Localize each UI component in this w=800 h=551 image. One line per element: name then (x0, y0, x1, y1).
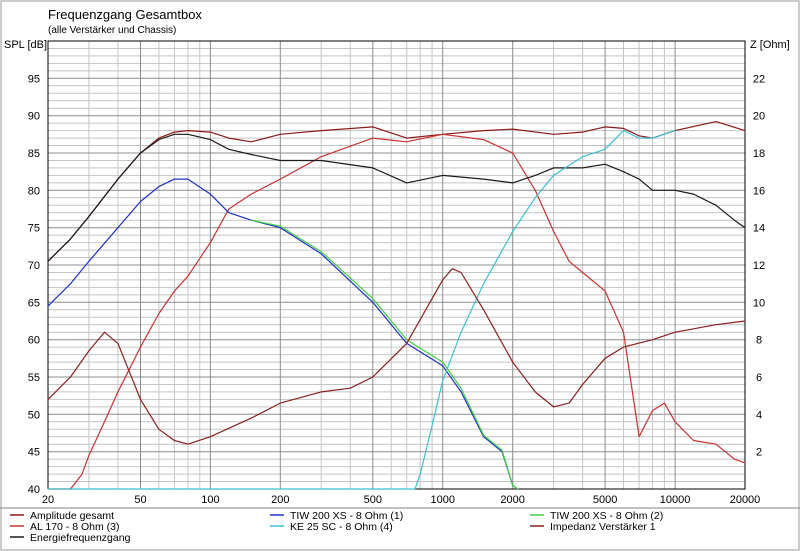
x-tick-label: 20000 (730, 494, 761, 506)
chart-title: Frequenzgang Gesamtbox (48, 7, 202, 22)
y-right-tick-label: 6 (756, 372, 762, 384)
x-tick-label: 2000 (500, 494, 524, 506)
y-right-tick-label: 12 (753, 260, 765, 272)
y-right-tick-label: 10 (753, 297, 765, 309)
y-left-tick-label: 65 (28, 297, 40, 309)
x-tick-label: 5000 (593, 494, 617, 506)
x-tick-label: 50 (134, 494, 146, 506)
y-right-tick-label: 2 (756, 447, 762, 459)
y-left-tick-label: 50 (28, 409, 40, 421)
legend-label: TIW 200 XS - 8 Ohm (2) (550, 510, 663, 522)
y-left-tick-label: 55 (28, 372, 40, 384)
x-axis-ticks: 20 50 100 200 500 1000 2000 5000 10000 20000 (42, 494, 760, 506)
y-right-tick-label: 20 (753, 111, 765, 123)
y-left-tick-label: 85 (28, 148, 40, 160)
series-layer (47, 121, 746, 490)
y-right-tick-label: 8 (756, 335, 762, 347)
y-left-tick-label: 80 (28, 185, 40, 197)
x-tick-label: 500 (364, 494, 382, 506)
y-right-tick-label: 22 (753, 73, 765, 85)
y-axis-left-label: SPL [dB] (4, 39, 47, 51)
series-line-impedanz-verst-rker-1 (47, 268, 746, 445)
legend-label: Impedanz Verstärker 1 (550, 521, 656, 533)
x-tick-label: 200 (271, 494, 289, 506)
legend-label: TIW 200 XS - 8 Ohm (1) (290, 510, 403, 522)
series-line-energiefrequenzgang (47, 133, 746, 262)
x-tick-label: 100 (201, 494, 219, 506)
y-left-tick-label: 45 (28, 447, 40, 459)
y-left-tick-label: 40 (28, 484, 40, 496)
y-left-tick-label: 70 (28, 260, 40, 272)
y-left-tick-label: 95 (28, 73, 40, 85)
y-axis-left-ticks: 40 45 50 55 60 65 70 75 80 85 90 95 (28, 73, 40, 496)
chart-subtitle: (alle Verstärker und Chassis) (48, 25, 176, 36)
series-line-ke-25-sc-8-ohm-4 (47, 130, 676, 490)
y-left-tick-label: 90 (28, 111, 40, 123)
legend-label: Energiefrequenzgang (30, 532, 131, 544)
y-right-tick-label: 16 (753, 185, 765, 197)
x-tick-label: 20 (42, 494, 54, 506)
x-tick-label: 1000 (430, 494, 454, 506)
y-left-tick-label: 60 (28, 335, 40, 347)
legend-label: KE 25 SC - 8 Ohm (4) (290, 521, 393, 533)
series-line-tiw-200-xs-8-ohm-2 (250, 219, 519, 490)
legend-label: Amplitude gesamt (30, 510, 114, 522)
y-axis-right-ticks: 2 4 6 8 10 12 14 16 18 20 22 (753, 73, 765, 458)
legend-label: AL 170 - 8 Ohm (3) (30, 521, 119, 533)
y-left-tick-label: 75 (28, 223, 40, 235)
y-right-tick-label: 18 (753, 148, 765, 160)
y-right-tick-label: 4 (756, 409, 762, 421)
x-tick-label: 10000 (660, 494, 691, 506)
y-right-tick-label: 14 (753, 223, 765, 235)
y-axis-right-label: Z [Ohm] (750, 39, 790, 51)
series-line-al-170-8-ohm-3 (47, 133, 746, 490)
